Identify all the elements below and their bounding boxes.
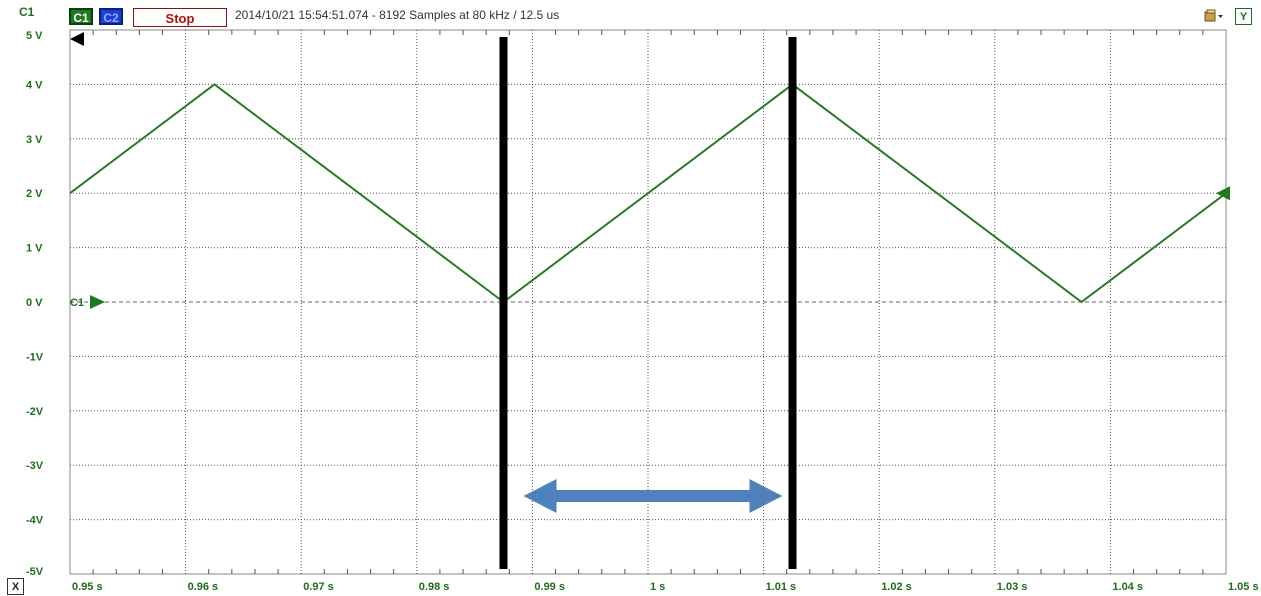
- cursor-span-arrow: [523, 479, 783, 513]
- x-axis-labels: 0.95 s 0.96 s 0.97 s 0.98 s 0.99 s 1 s 1.01 s 1…: [72, 581, 1259, 593]
- y-tick-label: 5 V: [26, 30, 43, 42]
- plot-grid: [69, 29, 1227, 575]
- c1-channel-button[interactable]: C1: [69, 8, 93, 25]
- cursor-layer: [499, 37, 797, 569]
- y-tick-label: -1V: [26, 351, 44, 363]
- y-tick-label: -4V: [26, 515, 44, 527]
- stop-button[interactable]: Stop: [133, 8, 227, 27]
- channel-marker-label: C1: [70, 297, 84, 309]
- y-axis-button[interactable]: Y: [1235, 8, 1252, 25]
- top-level-marker: [70, 32, 84, 46]
- x-tick-label: 0.99 s: [534, 581, 565, 593]
- y-tick-label: 4 V: [26, 79, 43, 91]
- y-axis-labels: 5 V 4 V 3 V 2 V 1 V 0 V -1V -2V -3V -4V -5V: [26, 30, 44, 578]
- x-tick-label: 0.97 s: [303, 581, 334, 593]
- x-tick-label: 1.05 s: [1228, 581, 1259, 593]
- x-axis-button[interactable]: X: [7, 578, 24, 595]
- x-tick-label: 1.03 s: [997, 581, 1028, 593]
- channel-label: C1: [19, 5, 35, 19]
- x-tick-label: 0.98 s: [419, 581, 450, 593]
- x-tick-label: 1.02 s: [881, 581, 912, 593]
- x-tick-label: 0.96 s: [188, 581, 219, 593]
- waveform-trace: [69, 83, 1227, 304]
- c2-channel-button[interactable]: C2: [99, 8, 123, 25]
- y-tick-label: 3 V: [26, 134, 43, 146]
- y-tick-label: 0 V: [26, 297, 43, 309]
- trace-layer: [69, 83, 1227, 304]
- toolbar: C1 C1 C2 Stop 2014/10/21 15:54:51.074 - …: [0, 0, 1261, 30]
- measurement-tool-icon[interactable]: [1203, 8, 1225, 24]
- x-tick-label: 1 s: [650, 581, 665, 593]
- channel-baseline-marker: [90, 295, 105, 309]
- trigger-level-marker: [1216, 186, 1230, 201]
- x-tick-label: 1.01 s: [766, 581, 797, 593]
- x-tick-label: 0.95 s: [72, 581, 103, 593]
- y-tick-label: -5V: [26, 566, 44, 578]
- acquisition-status: 2014/10/21 15:54:51.074 - 8192 Samples a…: [235, 8, 560, 22]
- y-tick-label: -2V: [26, 406, 44, 418]
- y-tick-label: -3V: [26, 460, 44, 472]
- y-tick-label: 2 V: [26, 188, 43, 200]
- x-tick-label: 1.04 s: [1112, 581, 1143, 593]
- marker-layer: C1: [70, 32, 1230, 309]
- y-tick-label: 1 V: [26, 243, 43, 255]
